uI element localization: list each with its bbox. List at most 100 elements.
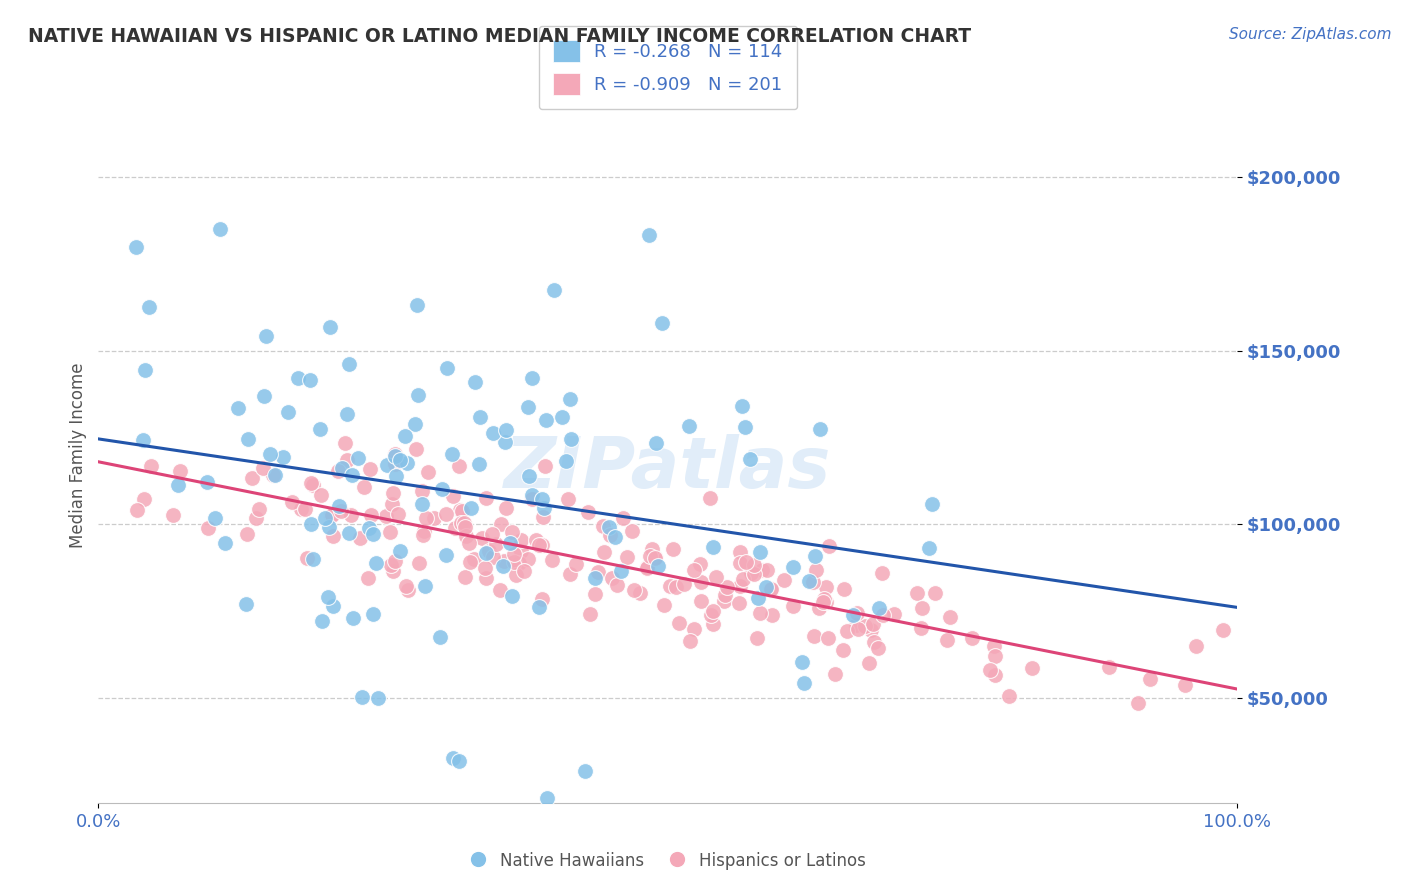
Point — [387, 507, 409, 521]
Point — [326, 464, 349, 478]
Point — [381, 497, 404, 511]
Point — [824, 667, 846, 681]
Point — [689, 557, 711, 571]
Point — [998, 689, 1021, 703]
Point — [555, 454, 578, 468]
Point — [748, 544, 770, 558]
Point — [558, 392, 581, 407]
Point — [644, 549, 666, 564]
Point — [380, 524, 402, 539]
Point — [853, 619, 876, 633]
Point — [321, 508, 343, 522]
Point — [813, 592, 835, 607]
Point — [499, 536, 522, 550]
Point — [132, 434, 155, 448]
Point — [772, 574, 794, 588]
Point — [683, 622, 706, 636]
Point — [395, 456, 418, 470]
Point — [336, 408, 359, 422]
Point — [253, 389, 276, 403]
Point — [311, 488, 333, 502]
Point — [501, 589, 523, 603]
Point — [195, 475, 218, 489]
Point — [806, 563, 828, 577]
Point — [454, 520, 477, 534]
Point — [747, 591, 769, 605]
Point — [557, 491, 579, 506]
Point — [384, 468, 406, 483]
Point — [353, 480, 375, 494]
Point — [451, 504, 474, 518]
Point — [474, 546, 496, 560]
Point — [517, 469, 540, 483]
Point — [531, 491, 554, 506]
Point — [263, 468, 285, 483]
Point — [628, 585, 651, 599]
Text: ZIPatlas: ZIPatlas — [505, 434, 831, 503]
Point — [508, 556, 530, 570]
Point — [460, 500, 482, 515]
Point — [939, 609, 962, 624]
Point — [983, 639, 1005, 653]
Point — [454, 570, 477, 584]
Point — [322, 599, 344, 613]
Point — [367, 690, 389, 705]
Point — [524, 533, 547, 548]
Point — [651, 317, 673, 331]
Point — [683, 563, 706, 577]
Point — [620, 524, 643, 538]
Point — [814, 580, 837, 594]
Point — [668, 616, 690, 631]
Point — [491, 517, 513, 532]
Point — [357, 571, 380, 585]
Point — [782, 560, 804, 574]
Point — [434, 508, 457, 522]
Point — [960, 631, 983, 645]
Point — [761, 607, 783, 622]
Text: NATIVE HAWAIIAN VS HISPANIC OR LATINO MEDIAN FAMILY INCOME CORRELATION CHART: NATIVE HAWAIIAN VS HISPANIC OR LATINO ME… — [28, 27, 972, 45]
Point — [396, 582, 419, 597]
Point — [759, 583, 782, 598]
Point — [560, 432, 582, 446]
Point — [458, 536, 481, 550]
Point — [349, 531, 371, 545]
Point — [1174, 678, 1197, 692]
Point — [318, 520, 340, 534]
Point — [520, 371, 543, 385]
Point — [740, 566, 762, 581]
Point — [125, 239, 148, 253]
Point — [245, 511, 267, 525]
Point — [314, 510, 336, 524]
Point — [510, 533, 533, 547]
Point — [337, 525, 360, 540]
Point — [924, 586, 946, 600]
Point — [290, 501, 312, 516]
Point — [236, 527, 259, 541]
Point — [366, 556, 388, 570]
Point — [862, 635, 884, 649]
Point — [247, 501, 270, 516]
Point — [495, 423, 517, 437]
Point — [598, 520, 620, 534]
Point — [214, 536, 236, 550]
Point — [918, 541, 941, 555]
Point — [449, 503, 471, 517]
Point — [340, 468, 363, 483]
Point — [742, 566, 765, 581]
Point — [489, 582, 512, 597]
Point — [408, 556, 430, 570]
Point — [482, 425, 505, 440]
Point — [751, 563, 773, 577]
Point — [494, 435, 516, 450]
Point — [423, 511, 446, 525]
Text: Source: ZipAtlas.com: Source: ZipAtlas.com — [1229, 27, 1392, 42]
Point — [641, 542, 664, 557]
Point — [610, 565, 633, 579]
Point — [501, 524, 523, 539]
Point — [583, 571, 606, 585]
Point — [125, 502, 148, 516]
Point — [298, 373, 321, 387]
Point — [592, 518, 614, 533]
Point — [679, 634, 702, 648]
Point — [337, 357, 360, 371]
